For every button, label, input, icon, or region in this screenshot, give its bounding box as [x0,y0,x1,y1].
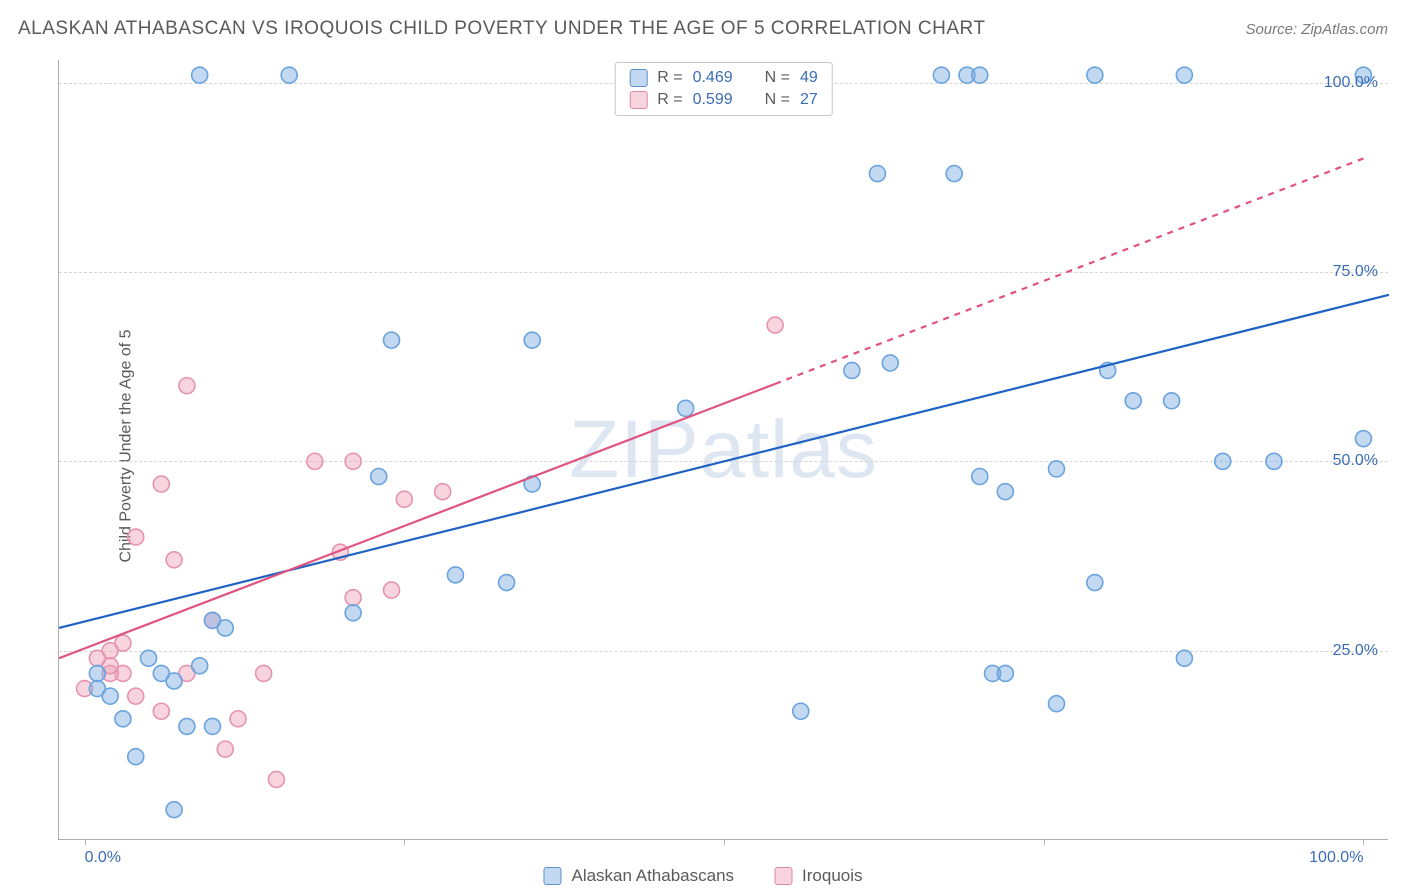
trend-line [59,295,1389,628]
data-point [882,355,898,371]
x-tick-label: 100.0% [1309,849,1363,867]
r-value: 0.469 [693,69,733,87]
data-point [115,635,131,651]
trend-line [59,384,775,658]
data-point [128,749,144,765]
x-tick-mark [1044,839,1045,845]
data-point [307,453,323,469]
legend-row-series2: R = 0.599 N = 27 [629,89,818,111]
data-point [1087,575,1103,591]
chart-title: ALASKAN ATHABASCAN VS IROQUOIS CHILD POV… [18,18,986,40]
data-point [524,332,540,348]
data-point [204,612,220,628]
data-point [869,166,885,182]
n-label: N = [765,91,790,109]
data-point [1176,650,1192,666]
data-point [345,590,361,606]
data-point [192,67,208,83]
data-point [1164,393,1180,409]
data-point [997,665,1013,681]
legend-item-series1: Alaskan Athabascans [543,866,734,886]
data-point [972,67,988,83]
data-point [345,453,361,469]
x-tick-label: 0.0% [85,849,121,867]
data-point [141,650,157,666]
data-point [217,741,233,757]
swatch-series2-icon [774,867,792,885]
x-tick-mark [1363,839,1364,845]
legend-item-series2: Iroquois [774,866,862,886]
data-point [371,469,387,485]
data-point [1176,67,1192,83]
data-point [166,802,182,818]
data-point [1215,453,1231,469]
trend-line [775,158,1363,383]
n-label: N = [765,69,790,87]
y-tick-label: 75.0% [1333,263,1378,281]
data-point [281,67,297,83]
data-point [256,665,272,681]
data-point [793,703,809,719]
data-point [179,718,195,734]
data-point [384,582,400,598]
data-point [678,400,694,416]
data-point [972,469,988,485]
swatch-series1-icon [629,69,647,87]
data-point [179,378,195,394]
data-point [767,317,783,333]
data-point [997,484,1013,500]
legend-label: Alaskan Athabascans [571,866,734,886]
correlation-legend: R = 0.469 N = 49 R = 0.599 N = 27 [614,62,833,116]
r-label: R = [657,91,682,109]
data-point [1266,453,1282,469]
n-value: 49 [800,69,818,87]
r-value: 0.599 [693,91,733,109]
legend-row-series1: R = 0.469 N = 49 [629,67,818,89]
data-point [128,688,144,704]
data-point [844,362,860,378]
r-label: R = [657,69,682,87]
swatch-series1-icon [543,867,561,885]
y-tick-label: 50.0% [1333,452,1378,470]
data-point [447,567,463,583]
data-point [946,166,962,182]
chart-header: ALASKAN ATHABASCAN VS IROQUOIS CHILD POV… [18,18,1388,40]
n-value: 27 [800,91,818,109]
data-point [153,703,169,719]
source-attribution: Source: ZipAtlas.com [1245,21,1388,38]
data-point [384,332,400,348]
data-point [933,67,949,83]
data-point [115,711,131,727]
data-point [268,771,284,787]
series-legend: Alaskan Athabascans Iroquois [543,866,862,886]
data-point [499,575,515,591]
data-point [1049,461,1065,477]
data-point [1355,431,1371,447]
x-tick-mark [404,839,405,845]
y-tick-label: 25.0% [1333,642,1378,660]
data-point [128,529,144,545]
x-tick-mark [85,839,86,845]
data-point [1125,393,1141,409]
data-point [166,673,182,689]
data-point [166,552,182,568]
y-tick-label: 100.0% [1324,74,1378,92]
swatch-series2-icon [629,91,647,109]
data-point [1049,696,1065,712]
plot-area: ZIPatlas R = 0.469 N = 49 R = 0.599 N = … [58,60,1388,840]
data-point [1087,67,1103,83]
data-point [102,688,118,704]
data-point [396,491,412,507]
data-point [89,665,105,681]
chart-svg [59,60,1388,839]
data-point [192,658,208,674]
data-point [204,718,220,734]
legend-label: Iroquois [802,866,862,886]
x-tick-mark [724,839,725,845]
data-point [153,476,169,492]
data-point [435,484,451,500]
data-point [230,711,246,727]
data-point [345,605,361,621]
